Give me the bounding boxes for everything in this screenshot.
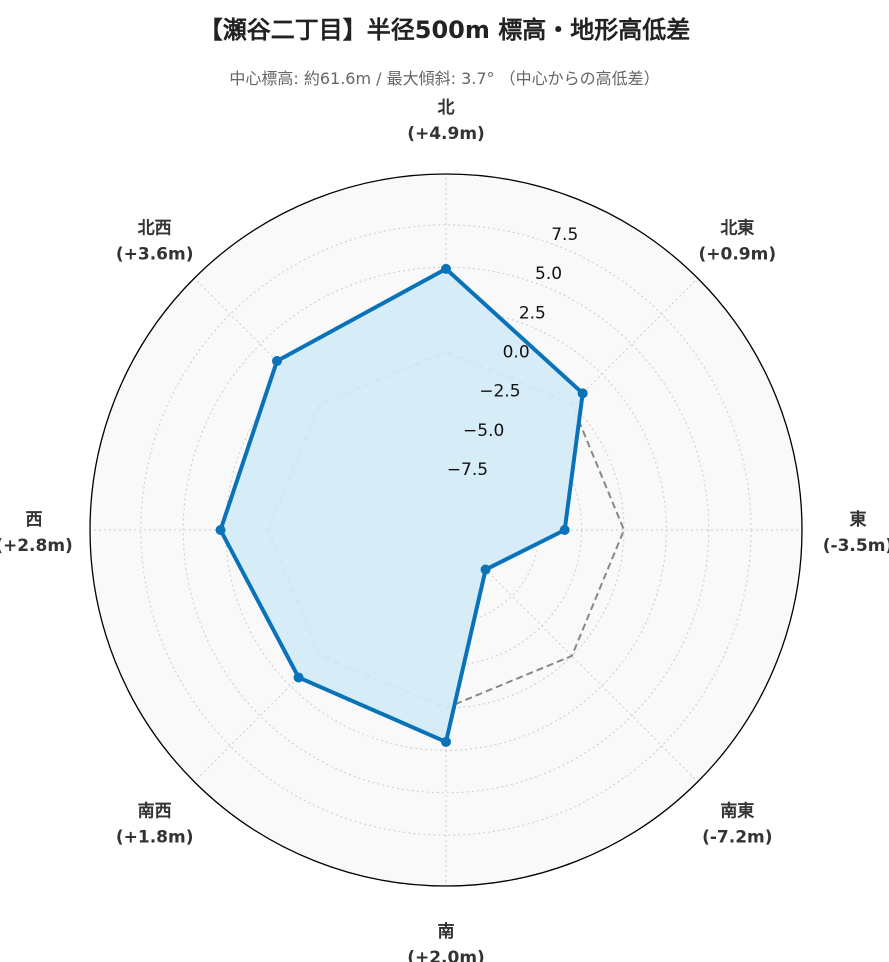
chart-subtitle: 中心標高: 約61.6m / 最大傾斜: 3.7° （中心からの高低差）: [229, 69, 660, 88]
data-point: [271, 355, 282, 366]
direction-value-label: (+3.6m): [116, 245, 194, 265]
direction-label: 南東: [720, 800, 754, 821]
direction-label: 東: [850, 509, 867, 530]
chart-title: 【瀬谷二丁目】半径500m 標高・地形高低差: [198, 16, 691, 44]
direction-value-label: (+0.9m): [699, 245, 777, 265]
r-tick-label: −7.5: [447, 460, 488, 480]
angular-gridline: [445, 277, 699, 531]
r-tick-label: −2.5: [479, 382, 520, 402]
angular-gridline: [193, 529, 447, 783]
data-point: [577, 388, 588, 399]
r-tick-label: −5.0: [463, 421, 504, 441]
data-point: [441, 263, 451, 274]
data-point: [215, 525, 226, 535]
angular-gridline: [445, 529, 699, 783]
direction-value-label: (+2.8m): [0, 536, 73, 556]
data-point: [441, 736, 451, 747]
data-point: [559, 525, 570, 535]
direction-value-label: (+2.0m): [407, 948, 485, 962]
plot-frame: [89, 173, 803, 887]
r-tick-label: 2.5: [519, 303, 546, 323]
data-point: [293, 672, 304, 683]
radial-gridline: [182, 266, 710, 794]
series-area: [220, 268, 583, 742]
direction-label: 北: [438, 98, 455, 118]
radial-gridline: [267, 351, 625, 709]
direction-value-label: (+1.8m): [116, 827, 194, 847]
direction-label: 南: [438, 921, 455, 942]
r-tick-label: 7.5: [551, 225, 578, 245]
r-tick-label: 0.0: [503, 343, 530, 363]
direction-value-label: (-7.2m): [702, 827, 772, 847]
direction-value-label: (-3.5m): [823, 536, 889, 556]
direction-value-label: (+4.9m): [407, 124, 485, 144]
data-point: [480, 564, 491, 575]
direction-label: 北東: [720, 218, 754, 239]
angular-gridline: [193, 277, 447, 531]
direction-label: 北西: [138, 219, 172, 239]
r-tick-label: 5.0: [535, 264, 562, 284]
direction-label: 西: [26, 510, 43, 530]
direction-label: 南西: [138, 800, 172, 821]
